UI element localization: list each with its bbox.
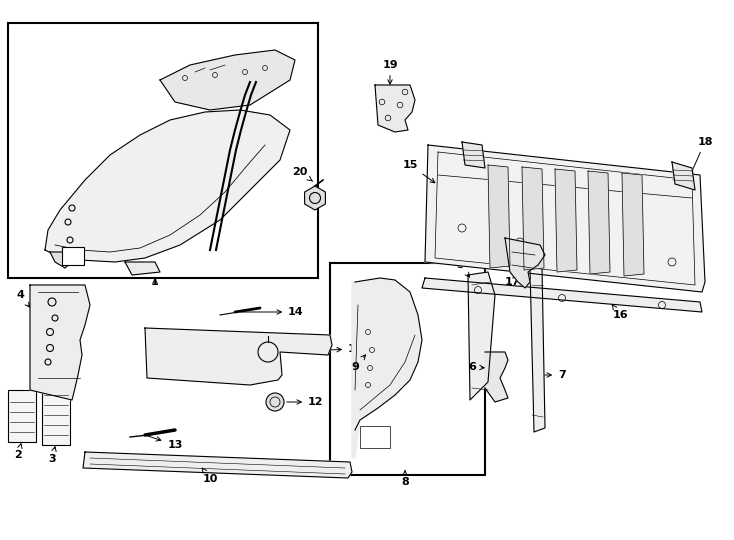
Text: 11: 11 bbox=[331, 344, 363, 354]
Bar bbox=[360, 426, 390, 448]
Polygon shape bbox=[488, 165, 510, 268]
Polygon shape bbox=[30, 285, 90, 400]
Text: 2: 2 bbox=[14, 444, 22, 460]
Polygon shape bbox=[555, 169, 577, 272]
Polygon shape bbox=[83, 452, 352, 478]
Text: 3: 3 bbox=[48, 447, 56, 464]
Polygon shape bbox=[160, 50, 295, 110]
Text: 8: 8 bbox=[401, 471, 409, 487]
Bar bbox=[62, 247, 84, 265]
Circle shape bbox=[266, 393, 284, 411]
Text: 13: 13 bbox=[148, 436, 183, 450]
Text: 18: 18 bbox=[689, 137, 713, 177]
Text: 12: 12 bbox=[287, 397, 324, 407]
Polygon shape bbox=[505, 238, 545, 288]
Bar bbox=[8, 390, 36, 442]
Polygon shape bbox=[485, 352, 508, 402]
Text: 1: 1 bbox=[151, 277, 159, 287]
Text: 14: 14 bbox=[241, 307, 304, 317]
Text: 20: 20 bbox=[292, 167, 313, 181]
Polygon shape bbox=[145, 328, 332, 385]
Text: 5: 5 bbox=[457, 260, 470, 277]
Text: 10: 10 bbox=[203, 468, 218, 484]
Bar bbox=[8, 23, 318, 278]
Polygon shape bbox=[468, 272, 495, 400]
Polygon shape bbox=[462, 142, 485, 168]
Polygon shape bbox=[50, 252, 72, 268]
Text: 15: 15 bbox=[402, 160, 435, 183]
Polygon shape bbox=[422, 278, 702, 312]
Polygon shape bbox=[425, 145, 705, 292]
Polygon shape bbox=[672, 162, 695, 190]
Polygon shape bbox=[305, 186, 325, 210]
Text: 6: 6 bbox=[468, 362, 484, 372]
Text: 19: 19 bbox=[382, 60, 398, 84]
Bar bbox=[330, 263, 485, 475]
Polygon shape bbox=[530, 268, 545, 432]
Polygon shape bbox=[45, 110, 290, 262]
Polygon shape bbox=[125, 262, 160, 275]
Polygon shape bbox=[352, 278, 422, 458]
Text: 4: 4 bbox=[16, 290, 29, 307]
Bar bbox=[42, 383, 70, 445]
Text: 9: 9 bbox=[351, 355, 366, 372]
Text: 7: 7 bbox=[545, 370, 566, 380]
Polygon shape bbox=[622, 173, 644, 276]
Text: 16: 16 bbox=[612, 305, 628, 320]
Polygon shape bbox=[522, 167, 544, 270]
Polygon shape bbox=[588, 171, 610, 274]
Polygon shape bbox=[375, 85, 415, 132]
Text: 17: 17 bbox=[504, 272, 527, 287]
